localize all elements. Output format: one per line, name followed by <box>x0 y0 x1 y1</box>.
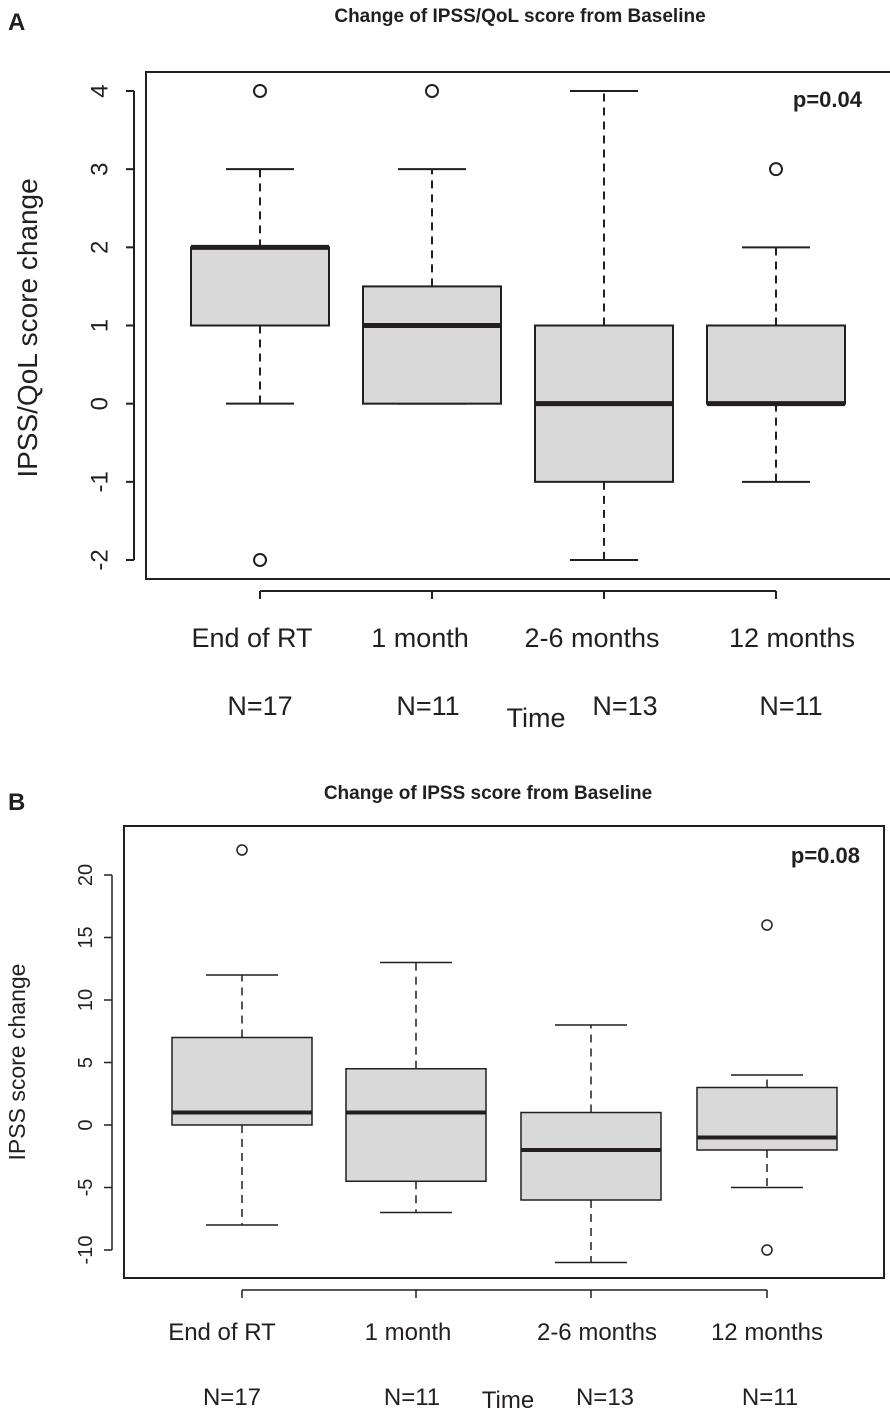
iqr-box <box>362 285 502 405</box>
panel-b-letter: B <box>8 789 25 816</box>
panel-b-plot-frame <box>123 825 885 1279</box>
panel-b-y-axis: -10 -5 0 5 10 15 20 <box>75 864 113 1265</box>
panel-a-box-group <box>706 162 846 483</box>
panel-b-n-label: N=11 <box>742 1384 798 1410</box>
panel-b-boxes <box>171 844 838 1264</box>
iqr-box <box>696 1086 838 1151</box>
iqr-box <box>706 324 846 405</box>
panel-a-box-group <box>190 84 330 567</box>
panel-a-category-label: 12 months <box>729 623 855 653</box>
panel-b-y-axis-label: IPSS score change <box>4 964 30 1161</box>
panel-b-n-label: N=17 <box>203 1384 261 1410</box>
panel-b-x-axis-label: Time <box>482 1387 534 1410</box>
panel-b-y-tick-label: -5 <box>75 1179 97 1197</box>
panel-a-y-tick-label: 2 <box>87 241 114 254</box>
panel-b-n-label: N=11 <box>384 1384 440 1410</box>
panel-b-n-label: N=13 <box>576 1384 634 1410</box>
panel-b-y-tick-label: 15 <box>75 926 97 948</box>
panel-a-title: Change of IPSS/QoL score from Baseline <box>334 6 705 27</box>
panel-b-box-group <box>696 919 838 1256</box>
iqr-box <box>171 1036 313 1126</box>
panel-b-x-axis: End of RT N=17 1 month N=11 2-6 months N=13 12… <box>168 1289 823 1410</box>
panel-a-y-tick-label: 0 <box>87 397 114 410</box>
panel-b-y-tick-label: 10 <box>75 989 97 1011</box>
panel-a-category-label: 1 month <box>371 623 469 653</box>
panel-a-y-tick-label: 3 <box>87 162 114 175</box>
panel-a-x-axis: End of RT N=17 1 month N=11 2-6 months N=13 12… <box>191 590 855 721</box>
panel-b: B Change of IPSS score from Baseline p=0… <box>4 783 885 1410</box>
panel-b-y-tick-label: 0 <box>75 1119 97 1130</box>
panel-b-p-value: p=0.08 <box>791 843 860 868</box>
panel-a-category-label: End of RT <box>191 623 312 653</box>
panel-b-box-group <box>171 844 313 1226</box>
panel-b-y-tick-label: 5 <box>75 1057 97 1068</box>
outlier-point <box>253 84 267 98</box>
panel-a-y-tick-label: -1 <box>87 471 114 492</box>
panel-a-boxes <box>190 84 846 567</box>
outlier-point <box>236 844 248 856</box>
panel-a-y-tick-label: -2 <box>87 549 114 570</box>
panel-a-y-tick-label: 1 <box>87 319 114 332</box>
panel-a-box-group <box>534 90 674 561</box>
panel-a: A Change of IPSS/QoL score from Baseline… <box>8 6 890 733</box>
panel-a-n-label: N=11 <box>759 691 822 721</box>
panel-a-letter: A <box>8 9 25 36</box>
panel-b-y-tick-label: -10 <box>75 1236 97 1265</box>
panel-a-category-label: 2-6 months <box>524 623 659 653</box>
outlier-point <box>253 553 267 567</box>
panel-b-box-group <box>345 961 487 1214</box>
panel-b-title: Change of IPSS score from Baseline <box>324 783 652 804</box>
panel-a-n-label: N=13 <box>592 691 657 721</box>
panel-b-category-label: 1 month <box>365 1319 452 1346</box>
outlier-point <box>425 84 439 98</box>
panel-a-y-axis: -2 -1 0 1 2 3 4 <box>87 84 135 571</box>
panel-b-category-label: 12 months <box>711 1319 823 1346</box>
iqr-box <box>345 1068 487 1182</box>
iqr-box <box>190 246 330 327</box>
panel-b-box-group <box>520 1024 662 1264</box>
panel-a-y-tick-label: 4 <box>87 84 114 97</box>
panel-a-box-group <box>362 84 502 405</box>
panel-a-plot-frame <box>145 71 890 580</box>
outlier-point <box>761 919 773 931</box>
outlier-point <box>761 1244 773 1256</box>
panel-b-category-label: End of RT <box>168 1319 276 1346</box>
panel-a-x-axis-label: Time <box>507 703 566 733</box>
panel-b-y-tick-label: 20 <box>75 864 97 886</box>
iqr-box <box>520 1111 662 1201</box>
panel-a-n-label: N=17 <box>227 691 292 721</box>
panel-b-category-label: 2-6 months <box>537 1319 657 1346</box>
panel-a-n-label: N=11 <box>396 691 459 721</box>
panel-a-y-axis-label: IPSS/QoL score change <box>12 178 43 477</box>
panel-a-p-value: p=0.04 <box>793 87 863 112</box>
outlier-point <box>769 162 783 177</box>
